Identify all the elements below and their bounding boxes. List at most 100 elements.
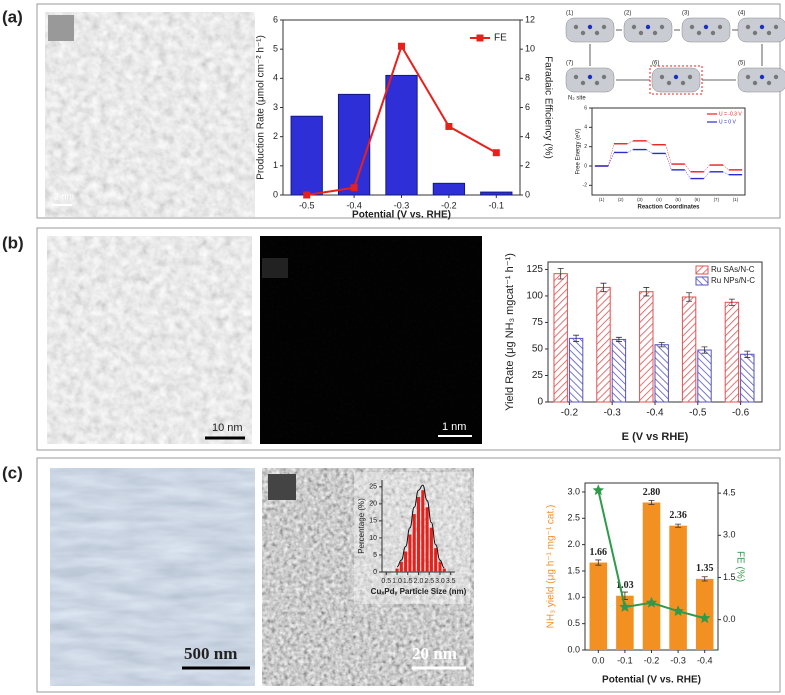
error-bar (643, 287, 650, 297)
x-tick-label: 2.5 (424, 578, 434, 585)
error-bar (573, 334, 580, 342)
inset-square (268, 474, 296, 500)
step-label: (2) (624, 11, 631, 17)
value-label: 1.35 (696, 563, 714, 574)
atom (766, 80, 772, 86)
error-bar (600, 282, 607, 293)
connector (665, 144, 672, 165)
y2-tick-label: 4 (525, 131, 530, 141)
y-tick-label: 50 (532, 344, 544, 355)
atom (580, 80, 586, 86)
scale-label: 10 nm (212, 422, 243, 434)
x-tick-label: -0.4 (697, 655, 713, 665)
y-tick-label: 5 (373, 552, 377, 559)
bar (642, 502, 661, 650)
x-tick-label: (2) (618, 197, 624, 202)
x-tick-label: -0.6 (732, 408, 750, 419)
connector (646, 140, 653, 145)
cluster (565, 17, 615, 43)
connector (722, 164, 729, 171)
bar (337, 93, 371, 196)
y2-tick-label: 1.5 (723, 572, 736, 582)
step-label: (6) (652, 61, 659, 67)
y-tick-label: 3 (273, 102, 278, 112)
y-tick-label: 2.5 (567, 513, 580, 523)
panel-label: (a) (2, 7, 23, 26)
y2-tick-label: 3.0 (723, 530, 736, 540)
atom (745, 24, 751, 30)
y-tick-label: 75 (532, 317, 544, 328)
x-tick-label: 3.0 (435, 578, 445, 585)
y-axis-label: Free Energy (eV) (576, 128, 582, 174)
y-axis-label: Percentage (%) (357, 498, 366, 554)
y2-tick-label: 0.0 (723, 614, 736, 624)
atom (652, 30, 658, 36)
y2-tick-label: 0 (525, 189, 530, 199)
atom (673, 74, 679, 80)
atom (687, 74, 693, 80)
error-bar (595, 559, 602, 566)
x-tick-label: (1) (599, 197, 605, 202)
y-tick-label: 4 (273, 73, 278, 83)
atom (601, 24, 607, 30)
cluster (623, 17, 673, 43)
hist-bar (404, 551, 408, 572)
x-tick-label: -0.4 (346, 200, 362, 210)
y2-tick-label: 4.5 (723, 487, 736, 497)
haadf-dots (260, 236, 482, 444)
panel-frame (36, 457, 781, 693)
x-tick-label: 0.0 (592, 655, 605, 665)
x-tick-label: -0.2 (644, 655, 660, 665)
star-marker (645, 596, 658, 608)
x-tick-label: (3) (637, 197, 643, 202)
x-tick-label: (6) (694, 197, 700, 202)
x-tick-label: -0.5 (689, 408, 707, 419)
atom (752, 30, 758, 36)
bar (654, 344, 669, 403)
value-label: 1.03 (616, 580, 634, 591)
atom (587, 74, 593, 80)
bar (596, 286, 611, 403)
y2-tick-label: 2 (525, 160, 530, 170)
legend-label: Ru NPs/N-C (711, 276, 755, 285)
error-bar (557, 267, 564, 280)
scale-label: 500 nm (184, 644, 237, 663)
connector (608, 152, 615, 167)
y2-tick-label: 10 (525, 44, 535, 54)
x-tick-label: (1) (733, 197, 739, 202)
connector (684, 163, 691, 172)
x-tick-label: -0.1 (489, 200, 505, 210)
y-axis-label: NH₃ yield (μg h⁻¹ mg⁻¹ cat.) (546, 505, 557, 629)
y-tick-label: 0 (584, 163, 587, 169)
atom (666, 80, 672, 86)
y-tick-label: 1.5 (567, 565, 580, 575)
atom (710, 30, 716, 36)
hist-bar (434, 548, 438, 572)
bar (639, 291, 654, 403)
step-label: (4) (738, 11, 745, 17)
hist-bar (399, 561, 403, 572)
error-bar (701, 576, 708, 582)
atom (773, 24, 779, 30)
x-tick-label: -0.2 (561, 408, 579, 419)
bar (385, 74, 418, 196)
y-tick-label: 1.0 (567, 592, 580, 602)
atom (587, 24, 593, 30)
star-marker (592, 484, 605, 496)
y-tick-label: -2 (583, 183, 588, 189)
bar (724, 301, 740, 403)
atom (745, 74, 751, 80)
connector (684, 169, 691, 179)
legend-swatch (695, 276, 709, 286)
bar (681, 296, 697, 403)
error-bar (744, 350, 751, 358)
y2-tick-label: 8 (525, 73, 530, 83)
y-tick-label: 0.5 (567, 618, 580, 628)
y-tick-label: 2.0 (567, 539, 580, 549)
y-axis-label: Yield Rate (μg NH₃ mgcat⁻¹ h⁻¹) (504, 253, 516, 411)
tem-image (50, 468, 255, 686)
atom (659, 24, 665, 30)
y-tick-label: 20 (369, 501, 377, 508)
y-tick-label: 100 (526, 291, 543, 302)
